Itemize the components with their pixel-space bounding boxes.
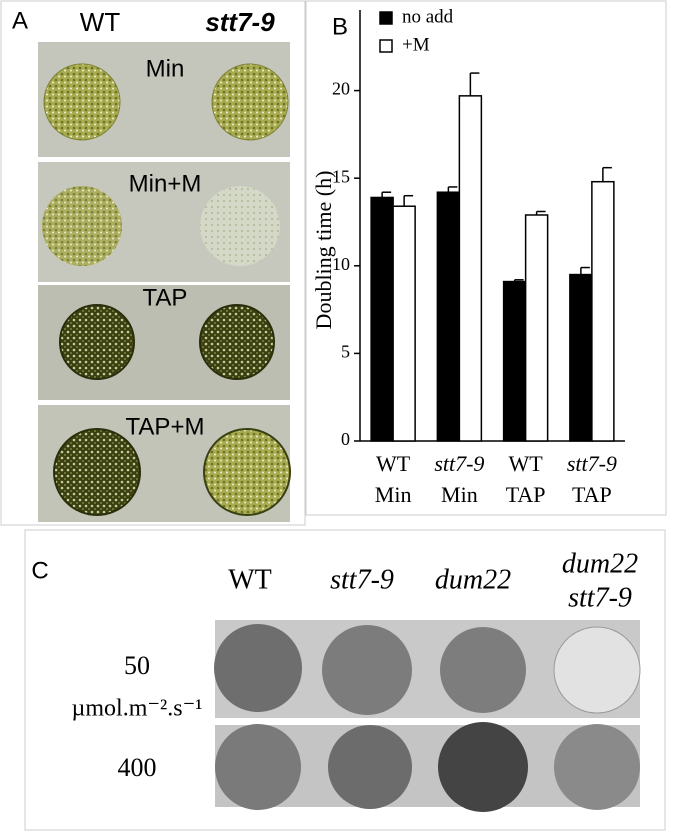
colony: [43, 63, 121, 141]
colony: [322, 625, 412, 715]
row-label: Min+M: [129, 170, 202, 197]
x-tick-label: WT: [509, 451, 544, 476]
colony: [203, 428, 291, 516]
legend-swatch: [379, 11, 393, 25]
column-label: stt7-9: [568, 582, 632, 613]
column-label: dum22: [562, 548, 638, 579]
x-tick-label: stt7-9: [434, 451, 484, 476]
colony: [214, 624, 302, 712]
bar: [569, 273, 593, 442]
panel-label: C: [31, 557, 48, 584]
x-tick-label: WT: [376, 451, 411, 476]
bar-chart: 0 5 10 15 20 WT Min stt7-9 Min WT TAP stt7-9 TAP no a…: [332, 6, 625, 507]
column-label: WT: [228, 564, 272, 595]
x-tick-label: Min: [441, 482, 478, 507]
bar: [436, 191, 461, 442]
bar: [392, 205, 416, 442]
column-label: dum22: [435, 564, 511, 595]
row-label: TAP+M: [126, 413, 205, 440]
colony: [215, 724, 301, 810]
row-label: Min: [146, 55, 185, 82]
y-tick-label: 15: [332, 166, 350, 186]
x-tick-label: TAP: [572, 482, 612, 507]
panel-a: A WT stt7-9 Min Min+M TAP TAP+M: [0, 0, 306, 526]
column-label: WT: [80, 7, 121, 37]
row-label: TAP: [143, 284, 188, 311]
column-label: stt7-9: [330, 564, 394, 595]
colony: [42, 186, 122, 266]
colony: [211, 63, 289, 141]
y-tick-label: 5: [341, 342, 350, 362]
y-tick-label: 0: [341, 429, 350, 449]
row-label: 400: [118, 753, 157, 782]
bar: [502, 280, 527, 442]
panel-c: C WT stt7-9 dum22 dum22 stt7-9 50 µmol.m…: [24, 529, 666, 831]
panel-label: A: [12, 7, 28, 34]
x-tick-label: Min: [375, 482, 412, 507]
colony: [199, 304, 275, 380]
y-axis-label: Doubling time (h): [311, 171, 336, 330]
panel-label: B: [332, 13, 348, 40]
x-tick-label: stt7-9: [567, 451, 617, 476]
colony: [328, 725, 412, 809]
legend-label: no add: [402, 6, 454, 27]
x-tick-label: TAP: [506, 482, 546, 507]
colony: [53, 428, 141, 516]
y-tick-label: 10: [332, 254, 350, 274]
legend-label: +M: [402, 34, 430, 55]
colony: [440, 627, 526, 713]
y-tick-label: 20: [332, 79, 350, 99]
legend-swatch: [379, 39, 393, 53]
colony: [553, 626, 641, 714]
colony: [200, 186, 280, 266]
colony: [554, 724, 640, 810]
bar: [458, 95, 483, 442]
colony: [438, 722, 528, 812]
column-label: stt7-9: [205, 7, 275, 37]
bar: [524, 214, 549, 442]
row-label: µmol.m⁻².s⁻¹: [72, 696, 203, 722]
bar: [591, 180, 615, 442]
colony: [59, 304, 135, 380]
row-label: 50: [124, 651, 150, 680]
bar: [370, 196, 394, 442]
